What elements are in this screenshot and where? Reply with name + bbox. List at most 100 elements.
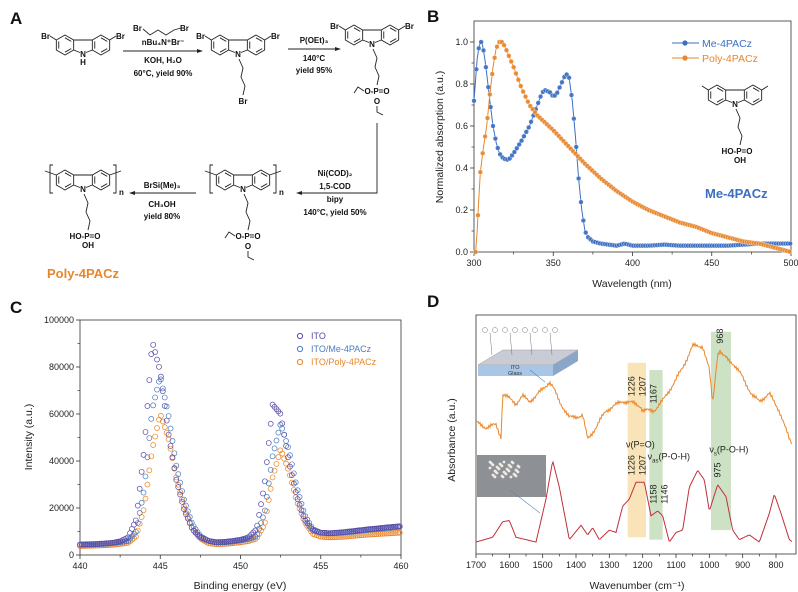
- data-point: [271, 445, 278, 452]
- molecule-ring: [542, 327, 548, 333]
- data-point: [568, 92, 575, 98]
- data-point: [471, 98, 477, 104]
- phosphonic-acid: HO-P=O: [70, 232, 101, 241]
- data-point: [523, 129, 529, 135]
- data-point: [84, 541, 91, 548]
- double-bond: [100, 183, 108, 188]
- data-point: [513, 70, 519, 77]
- data-point: [580, 217, 586, 224]
- double-bond: [224, 183, 232, 188]
- chart-c-xps: Binding energy (eV) Intensity (a.u.) 440…: [23, 315, 409, 592]
- data-point: [487, 91, 493, 98]
- data-point: [150, 442, 157, 448]
- bond: [398, 25, 406, 31]
- double-bond: [255, 48, 263, 53]
- legend-marker-ito-poly-4pacz: [296, 358, 304, 366]
- data-point: [263, 494, 270, 500]
- data-point: [287, 463, 293, 470]
- double-bond: [64, 37, 72, 42]
- powder-grain: [495, 471, 499, 475]
- data-point: [246, 533, 253, 540]
- synthesis-scheme: Br Br nBu₄N⁺Br⁻ KOH, H₂O 60°C, yield 90%…: [41, 22, 769, 281]
- data-point: [350, 528, 357, 534]
- anchor-chain: [489, 332, 493, 356]
- data-point: [215, 539, 222, 545]
- panel-label-c: C: [10, 298, 22, 317]
- data-point: [133, 517, 139, 524]
- reaction-arrow-3: [300, 123, 378, 194]
- substrate-edge: [553, 350, 578, 376]
- oxygen-atom: O: [374, 97, 380, 106]
- data-point: [275, 429, 282, 436]
- y-tick-label: 60000: [49, 409, 74, 419]
- bond: [240, 49, 248, 53]
- data-point: [229, 538, 236, 544]
- data-point: [161, 424, 168, 431]
- data-point: [159, 385, 166, 392]
- data-point: [528, 119, 534, 125]
- dibromobutane-chain: [142, 27, 182, 36]
- data-point: [221, 538, 228, 545]
- bond: [245, 184, 253, 188]
- phosphonate-ester: O-P=O: [364, 87, 389, 96]
- double-bond: [224, 172, 232, 177]
- data-point: [396, 523, 403, 530]
- data-point: [485, 84, 491, 90]
- data-point: [252, 527, 259, 534]
- data-point: [277, 410, 284, 417]
- oxygen-atom: O: [245, 242, 251, 251]
- bromine-atom: Br: [405, 22, 414, 31]
- data-point: [277, 447, 284, 454]
- data-point: [521, 133, 527, 139]
- bromine-atom: Br: [41, 32, 50, 41]
- nitrogen-atom: N: [732, 100, 738, 109]
- peak-label: 968: [715, 329, 725, 344]
- data-point: [492, 55, 498, 61]
- molecule-ring: [502, 327, 508, 333]
- double-bond: [752, 98, 760, 103]
- data-point: [483, 64, 489, 70]
- data-point: [158, 376, 164, 383]
- butyl-chain: [243, 193, 251, 231]
- bromine-atom: Br: [271, 32, 280, 41]
- chart-b-absorption: Wavelength (nm) Normalized absorption (a…: [434, 20, 798, 290]
- data-point: [477, 169, 483, 175]
- data-point: [537, 93, 544, 100]
- x-tick-label: 500: [783, 258, 798, 268]
- data-point: [535, 100, 541, 106]
- data-point: [142, 473, 149, 480]
- data-point: [283, 460, 289, 467]
- x-tick-label: 1300: [599, 560, 619, 570]
- data-point: [381, 524, 388, 531]
- data-point: [281, 455, 288, 462]
- data-point: [786, 248, 793, 255]
- data-point: [475, 212, 481, 218]
- data-point: [152, 394, 158, 401]
- panel-label-d: D: [427, 292, 439, 311]
- data-point: [518, 83, 524, 89]
- data-point: [377, 525, 384, 531]
- peak-label: 1207: [638, 376, 648, 396]
- peak-label: 1207: [637, 455, 647, 475]
- data-point: [267, 485, 274, 492]
- vibration-mode-label: νs(P-O-H): [709, 444, 748, 457]
- x-axis-title: Wavenumber (cm⁻¹): [590, 580, 685, 592]
- data-point: [501, 42, 507, 48]
- vibration-mode-label: νas(P-O-H): [648, 452, 690, 465]
- data-point: [337, 529, 343, 536]
- data-point: [173, 476, 180, 483]
- data-point: [159, 388, 166, 395]
- powder-grain: [509, 475, 513, 479]
- data-point: [285, 465, 291, 472]
- y-tick-label: 20000: [49, 503, 74, 513]
- bond: [44, 170, 57, 176]
- phosphonic-acid: HO-P=O: [722, 147, 753, 156]
- y-tick-label: 0.2: [455, 205, 468, 215]
- data-point: [482, 133, 488, 140]
- data-point: [131, 535, 137, 541]
- double-bond: [389, 27, 397, 32]
- data-point: [163, 429, 170, 436]
- data-point: [219, 539, 226, 545]
- data-point: [169, 454, 176, 461]
- me-4pacz-structure: N HO-P=OOH: [701, 84, 769, 165]
